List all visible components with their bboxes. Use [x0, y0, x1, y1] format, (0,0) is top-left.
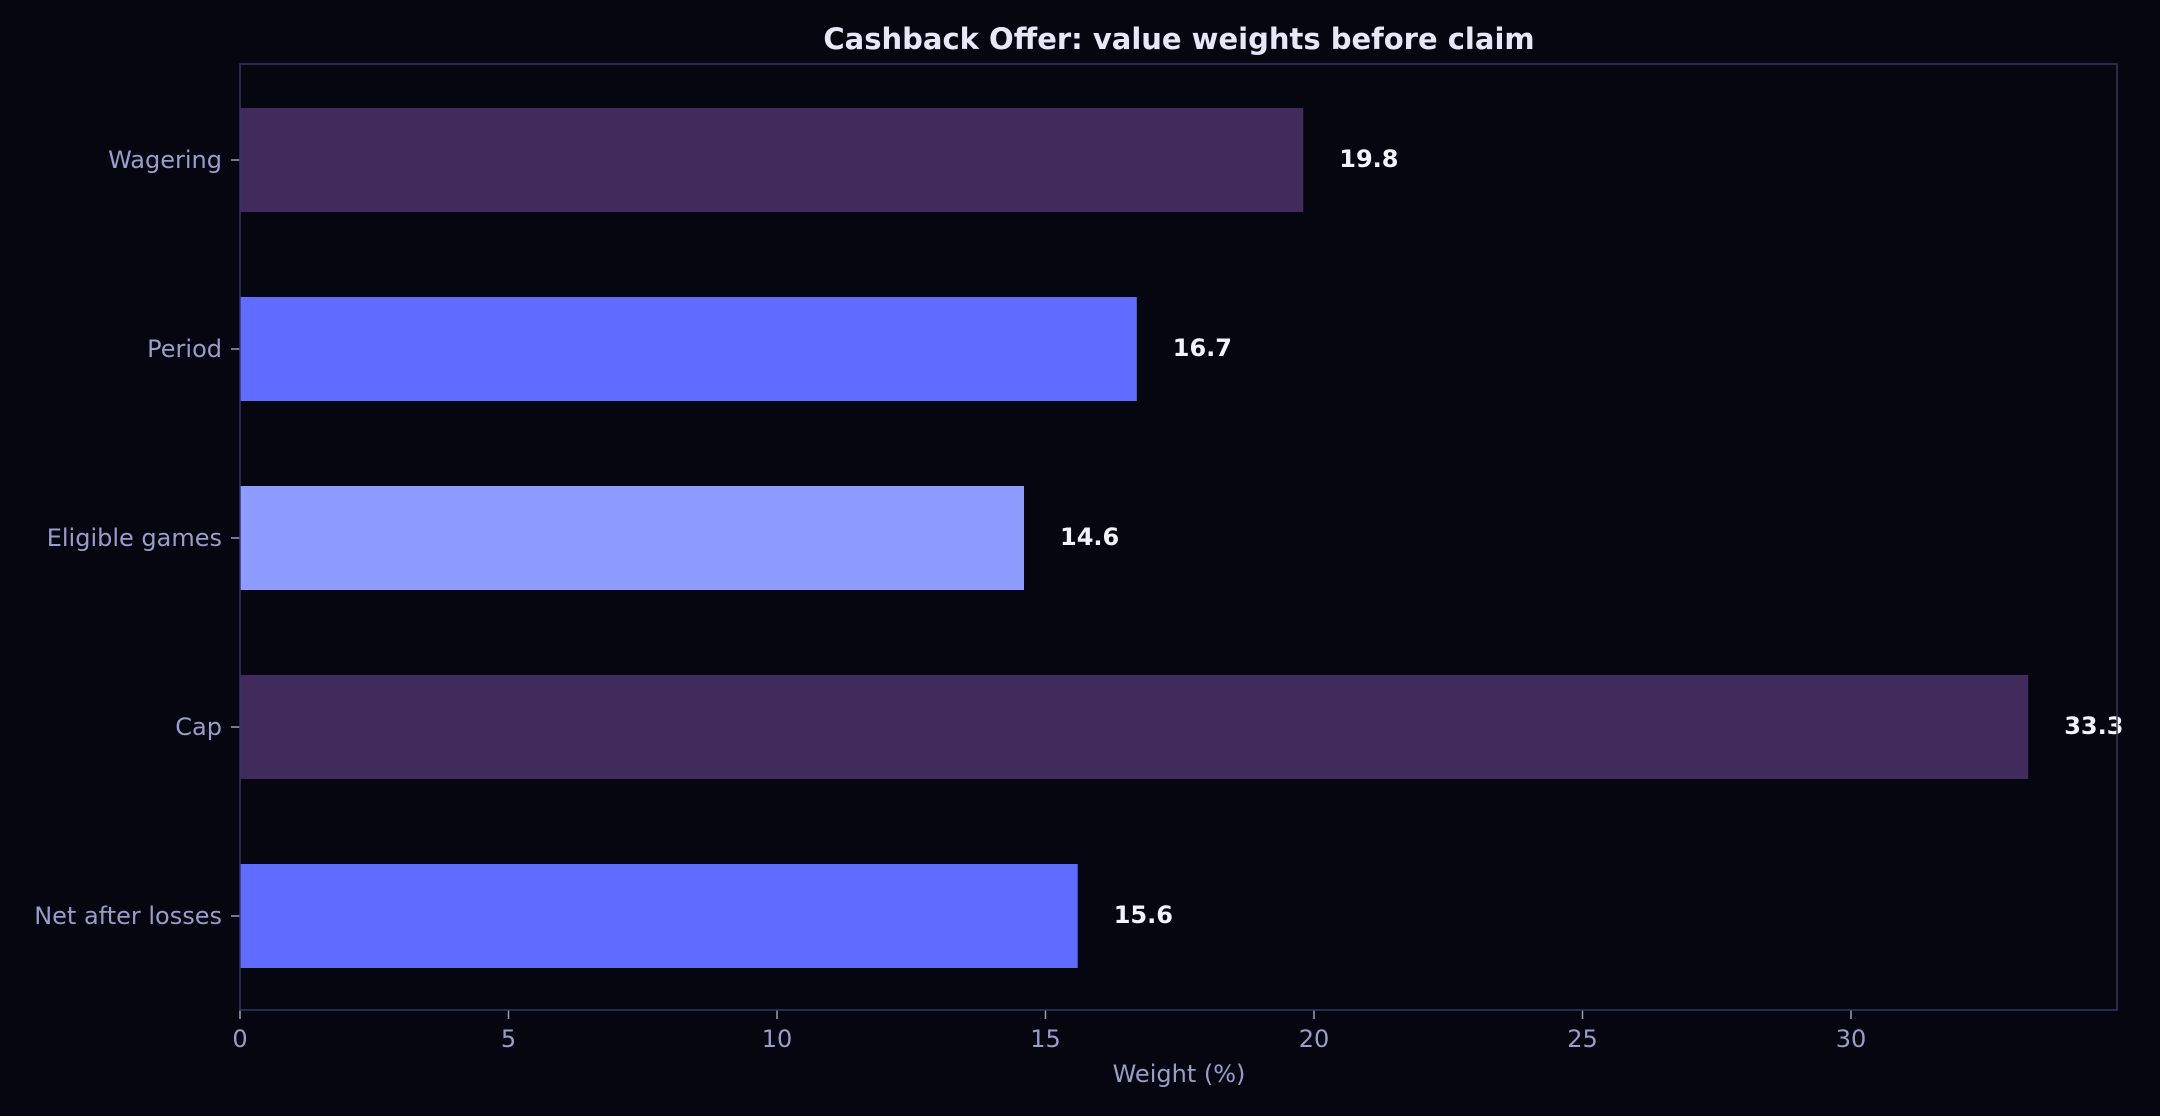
x-tick-label: 15 [1030, 1025, 1061, 1053]
y-axis-tick-labels: Wagering Period Eligible games Cap Net after… [34, 146, 240, 930]
x-tick-label: 25 [1567, 1025, 1598, 1053]
bar-net-after-losses [240, 864, 1078, 968]
axes-frame [239, 63, 2118, 1011]
value-labels: 19.8 16.7 14.6 33.3 15.6 [1060, 145, 2123, 929]
y-tick-label: Net after losses [34, 902, 222, 930]
bar-value-label: 19.8 [1339, 145, 1398, 173]
bar-value-label: 16.7 [1173, 334, 1232, 362]
x-tick-label: 10 [762, 1025, 793, 1053]
y-tick-label: Period [147, 335, 222, 363]
x-axis-ticks: 0 5 10 15 20 25 30 [232, 1010, 1866, 1053]
bar-eligible-games [240, 486, 1025, 590]
bars-layer [240, 108, 2029, 968]
bar-cap [240, 675, 2029, 779]
x-tick-label: 20 [1299, 1025, 1330, 1053]
bar-period [240, 297, 1137, 401]
bar-value-label: 15.6 [1114, 901, 1173, 929]
bar-value-label: 33.3 [2064, 712, 2123, 740]
y-tick-label: Wagering [108, 146, 222, 174]
x-axis-label: Weight (%) [1113, 1060, 1246, 1088]
y-tick-label: Eligible games [47, 524, 222, 552]
bar-value-label: 14.6 [1060, 523, 1119, 551]
bar-wagering [240, 108, 1304, 212]
y-tick-label: Cap [175, 713, 222, 741]
x-tick-label: 5 [501, 1025, 516, 1053]
chart-title: Cashback Offer: value weights before cla… [823, 22, 1534, 56]
x-tick-label: 0 [232, 1025, 247, 1053]
x-tick-label: 30 [1836, 1025, 1867, 1053]
